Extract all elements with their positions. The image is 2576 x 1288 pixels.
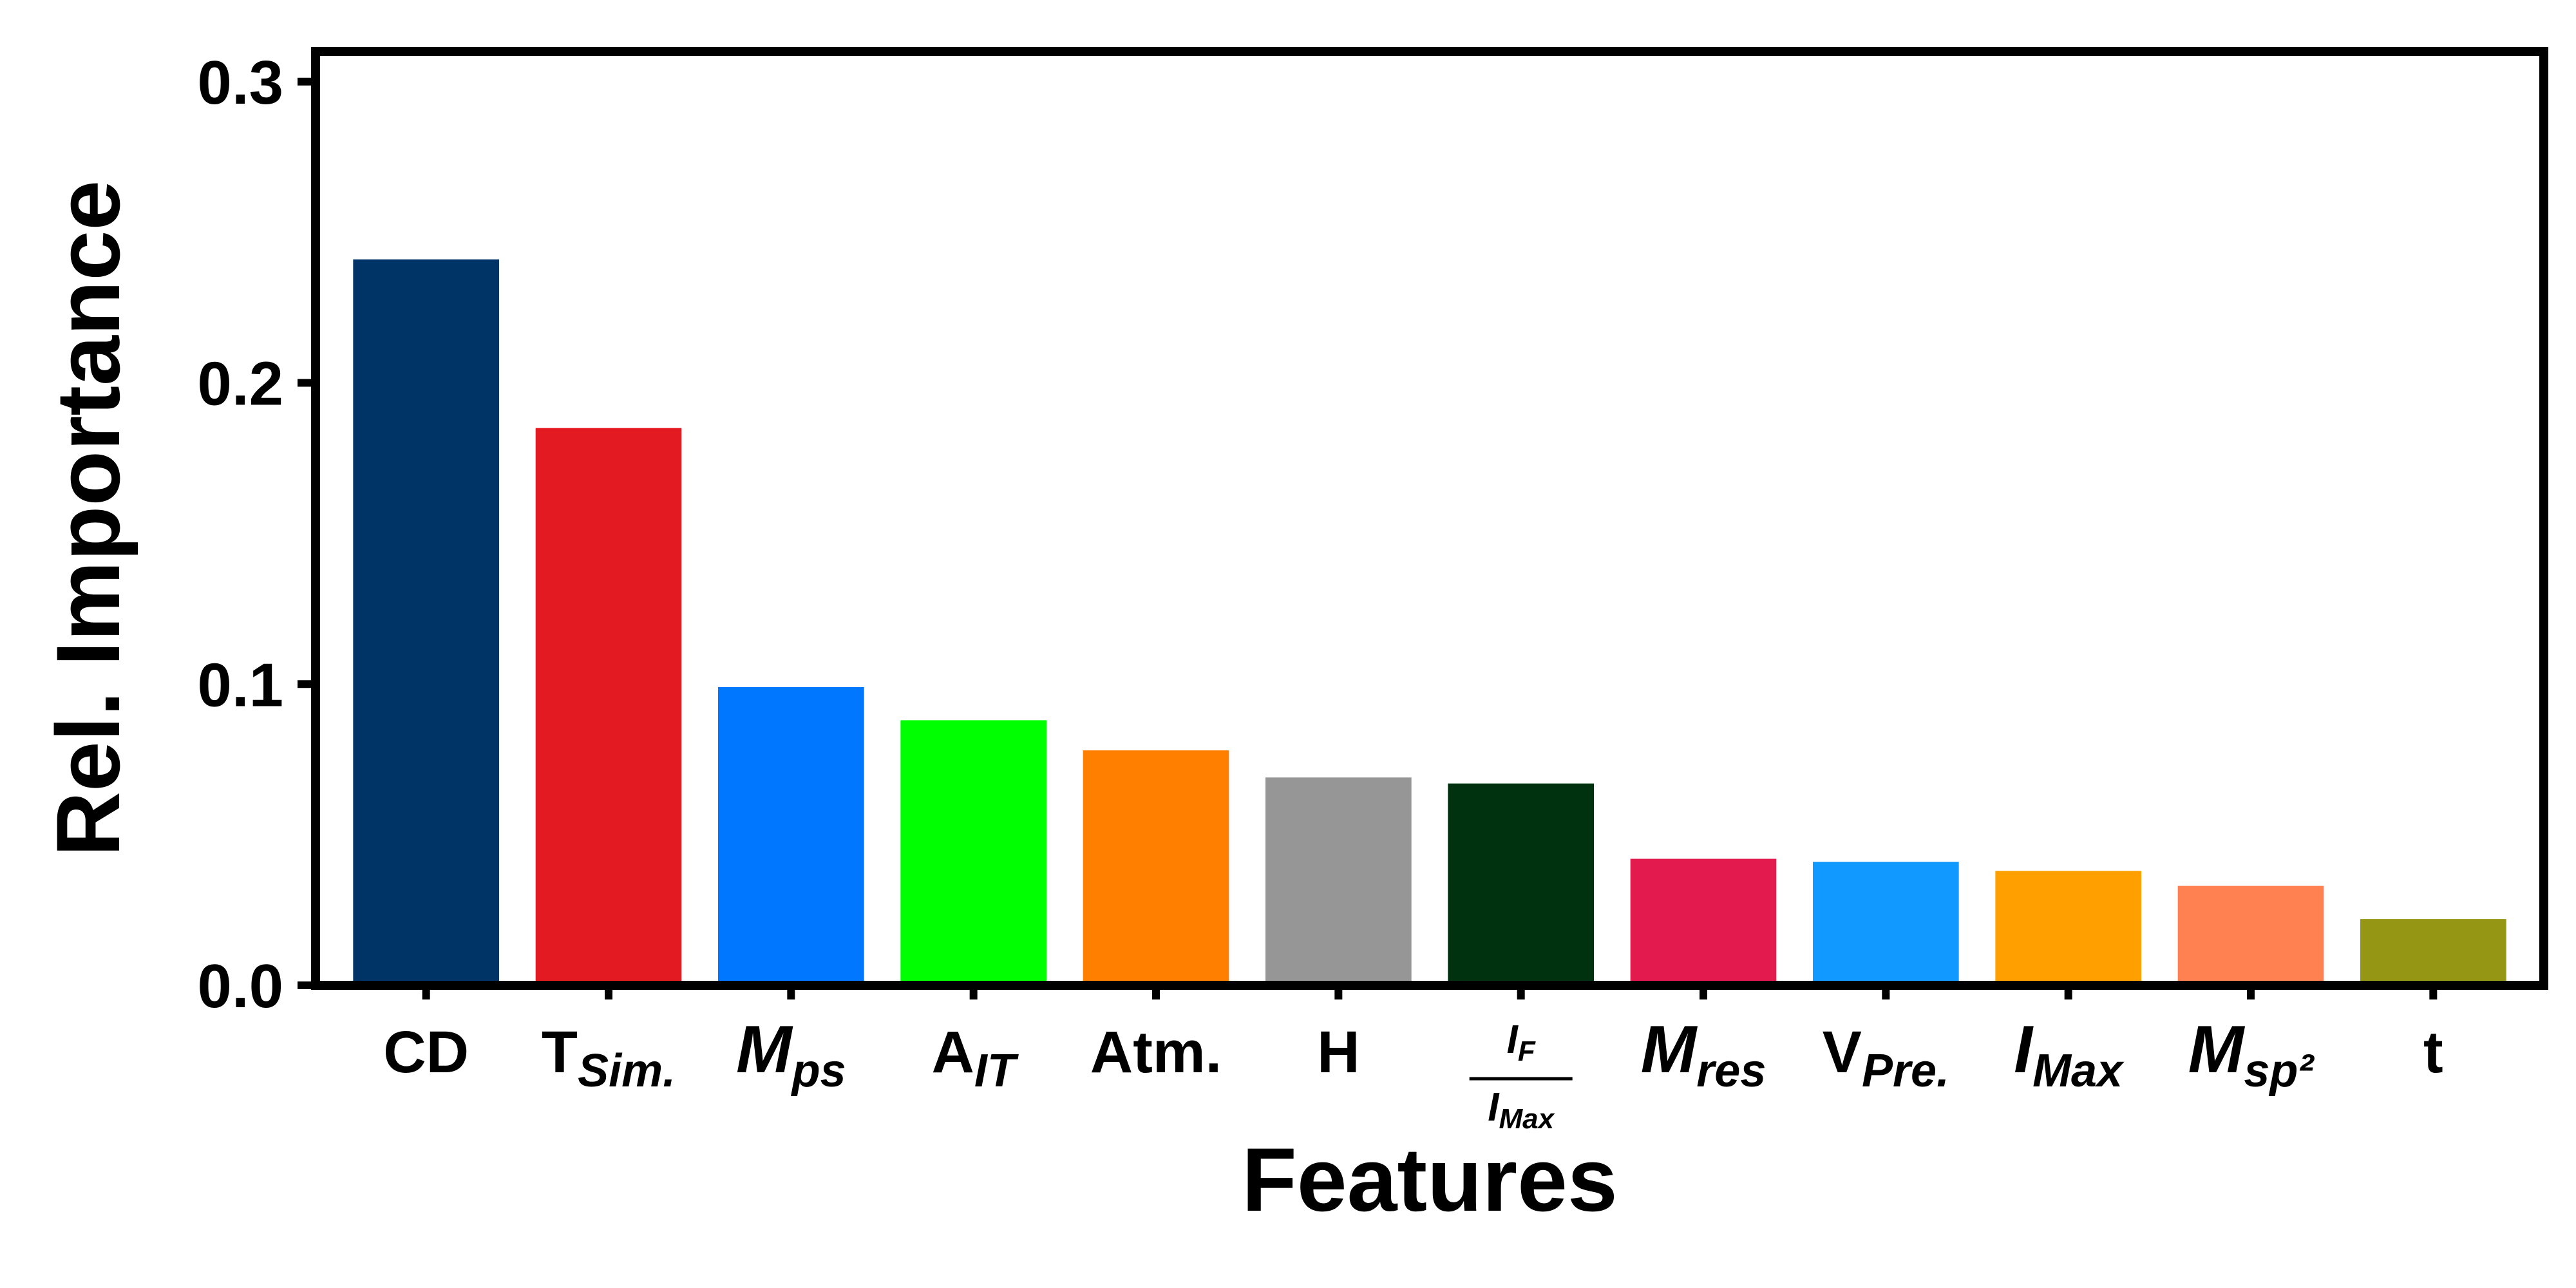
- x-tick-label: Msp²: [2188, 1012, 2315, 1097]
- x-tick-label: Atm.: [1090, 1019, 1222, 1085]
- x-tick-label: IMax: [1488, 1085, 1555, 1135]
- bar: [1630, 858, 1777, 985]
- bar: [1083, 750, 1229, 985]
- x-axis: CD TSim. Mps AIT Atm. H IF IMax Mres VPre. IMax Msp…: [383, 985, 2443, 1135]
- x-axis-title: Features: [1242, 1129, 1618, 1230]
- bar: [1995, 871, 2141, 985]
- y-tick-label: 0.3: [198, 48, 283, 117]
- x-tick-label: VPre.: [1823, 1019, 1949, 1097]
- x-tick-label: IMax: [2014, 1012, 2125, 1097]
- bar: [900, 720, 1046, 985]
- x-tick-label: Mres: [1641, 1012, 1766, 1097]
- y-axis-title: Rel. Importance: [37, 180, 138, 857]
- bar: [353, 259, 499, 985]
- bar: [1813, 862, 1959, 985]
- x-tick-label: t: [2423, 1019, 2443, 1085]
- x-tick-label: CD: [383, 1019, 469, 1085]
- x-tick-label: H: [1317, 1019, 1359, 1085]
- x-tick-label: IF: [1507, 1018, 1536, 1067]
- x-tick-label: TSim.: [542, 1019, 676, 1097]
- plot-frame: [311, 47, 2548, 990]
- bar: [1448, 783, 1594, 985]
- y-tick-label: 0.2: [198, 350, 283, 419]
- bar: [2360, 919, 2506, 985]
- bars-group: [353, 259, 2506, 985]
- y-tick-label: 0.0: [198, 952, 283, 1021]
- x-tick-label: Mps: [736, 1012, 846, 1097]
- bar: [1265, 777, 1412, 985]
- y-tick-label: 0.1: [198, 650, 283, 719]
- x-tick-label: AIT: [931, 1019, 1019, 1097]
- bar: [2177, 886, 2324, 985]
- y-axis: 0.0 0.1 0.2 0.3: [198, 48, 316, 1021]
- bar: [535, 428, 682, 985]
- bar: [718, 687, 864, 985]
